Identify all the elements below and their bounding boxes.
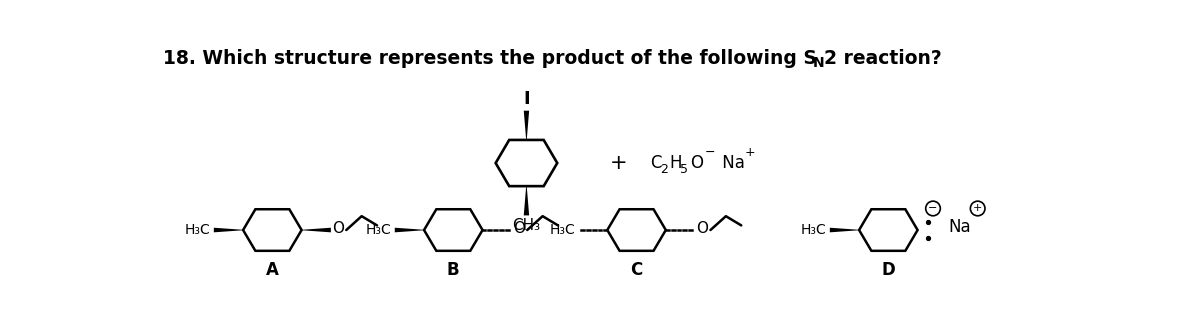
Text: +: + bbox=[744, 146, 755, 159]
Polygon shape bbox=[395, 228, 424, 232]
Text: H₃C: H₃C bbox=[366, 223, 391, 237]
Polygon shape bbox=[830, 228, 859, 232]
Text: O: O bbox=[690, 154, 703, 172]
Polygon shape bbox=[523, 186, 529, 215]
Text: H₃C: H₃C bbox=[550, 223, 575, 237]
Polygon shape bbox=[214, 228, 244, 232]
Text: C: C bbox=[630, 261, 643, 279]
Text: O: O bbox=[332, 221, 344, 236]
Text: 5: 5 bbox=[680, 163, 689, 177]
Text: I: I bbox=[523, 90, 529, 108]
Text: H₃C: H₃C bbox=[185, 223, 211, 237]
Text: 18. Which structure represents the product of the following S: 18. Which structure represents the produ… bbox=[163, 49, 817, 68]
Text: CH₃: CH₃ bbox=[512, 218, 540, 233]
Polygon shape bbox=[301, 228, 331, 232]
Text: H₃C: H₃C bbox=[802, 223, 827, 237]
Text: +: + bbox=[610, 153, 628, 173]
Text: C: C bbox=[649, 154, 661, 172]
Text: H: H bbox=[670, 154, 682, 172]
Text: Na: Na bbox=[718, 154, 745, 172]
Text: N: N bbox=[812, 56, 824, 70]
Text: 2: 2 bbox=[660, 163, 668, 177]
Text: O: O bbox=[514, 221, 526, 236]
Text: 2 reaction?: 2 reaction? bbox=[824, 49, 942, 68]
Text: +: + bbox=[973, 204, 983, 213]
Text: D: D bbox=[882, 261, 895, 279]
Text: Na: Na bbox=[948, 218, 971, 236]
Text: O: O bbox=[697, 221, 709, 236]
Text: −: − bbox=[929, 204, 937, 213]
Text: B: B bbox=[446, 261, 460, 279]
Text: A: A bbox=[266, 261, 278, 279]
Polygon shape bbox=[523, 111, 529, 140]
Text: −: − bbox=[706, 146, 715, 159]
